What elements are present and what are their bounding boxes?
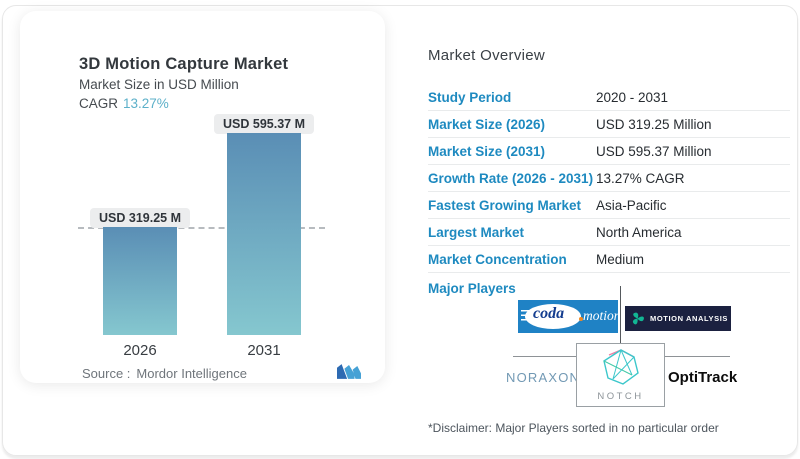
optitrack-label: OptiTrack — [668, 369, 738, 386]
row-label: Fastest Growing Market — [428, 197, 582, 213]
codamotion-coda-text: coda — [533, 305, 565, 322]
codamotion-dot-icon — [579, 317, 583, 321]
bar-2031 — [227, 133, 301, 335]
row-value: Medium — [596, 251, 645, 267]
table-row: Market Size (2031) USD 595.37 Million — [428, 138, 790, 165]
table-row: Study Period 2020 - 2031 — [428, 84, 790, 111]
source-value: Mordor Intelligence — [136, 366, 247, 381]
players-vertical-divider — [620, 286, 621, 356]
chart-subtitle: Market Size in USD Million — [79, 77, 239, 92]
source-line: Source : Mordor Intelligence — [82, 366, 247, 381]
data-label-2031-text: USD 595.37 M — [223, 117, 305, 131]
x-tick-2031: 2031 — [247, 342, 281, 359]
codamotion-motion-text: motion — [583, 308, 621, 323]
cagr-label: CAGR — [79, 96, 119, 111]
table-row: Growth Rate (2026 - 2031) 13.27% CAGR — [428, 165, 790, 192]
row-label: Market Size (2031) — [428, 143, 546, 159]
major-players-label: Major Players — [428, 281, 516, 296]
row-label: Growth Rate (2026 - 2031) — [428, 170, 594, 186]
disclaimer-text: *Disclaimer: Major Players sorted in no … — [428, 421, 719, 435]
row-value: 13.27% CAGR — [596, 170, 685, 186]
data-label-2026-text: USD 319.25 M — [99, 211, 181, 225]
row-value: USD 595.37 Million — [596, 143, 712, 159]
overview-heading: Market Overview — [428, 47, 546, 64]
row-value: 2020 - 2031 — [596, 89, 669, 105]
data-label-2026: USD 319.25 M — [90, 208, 190, 233]
motion-analysis-logo: MOTION ANALYSIS — [625, 306, 731, 331]
reference-line — [78, 227, 325, 229]
mordor-intelligence-logo-icon — [337, 364, 361, 379]
x-tick-2026: 2026 — [123, 342, 157, 359]
row-label: Market Concentration — [428, 251, 567, 267]
noraxon-logo: NORAXON® — [506, 370, 585, 385]
row-value: USD 319.25 Million — [596, 116, 712, 132]
codamotion-ellipse-icon — [525, 304, 581, 329]
noraxon-label: NORAXON — [506, 370, 581, 385]
notch-label: NOTCH — [597, 391, 644, 402]
notch-gem-icon — [602, 349, 639, 385]
codamotion-logo: coda motion — [518, 300, 621, 333]
table-row: Market Size (2026) USD 319.25 Million — [428, 111, 790, 138]
row-label: Market Size (2026) — [428, 116, 546, 132]
data-label-2031: USD 595.37 M — [214, 114, 314, 139]
table-row: Market Concentration Medium — [428, 246, 790, 273]
row-value: Asia-Pacific — [596, 197, 667, 213]
cagr-value: 13.27% — [123, 96, 169, 111]
cagr-line: CAGR 13.27% — [79, 96, 169, 111]
market-chart-card: 3D Motion Capture Market Market Size in … — [20, 11, 385, 383]
row-value: North America — [596, 224, 682, 240]
source-label: Source : — [82, 366, 131, 381]
table-row: Fastest Growing Market Asia-Pacific — [428, 192, 790, 219]
notch-logo: NOTCH — [576, 343, 665, 407]
page-title: 3D Motion Capture Market — [79, 55, 289, 73]
motion-analysis-triskelion-icon — [632, 312, 644, 325]
table-row: Largest Market North America — [428, 219, 790, 246]
optitrack-logo: OptiTrack — [668, 369, 737, 386]
row-label: Study Period — [428, 89, 512, 105]
motion-analysis-label: MOTION ANALYSIS — [650, 314, 729, 323]
row-label: Largest Market — [428, 224, 525, 240]
overview-table: Study Period 2020 - 2031 Market Size (20… — [428, 84, 790, 273]
bar-2026 — [103, 227, 177, 335]
